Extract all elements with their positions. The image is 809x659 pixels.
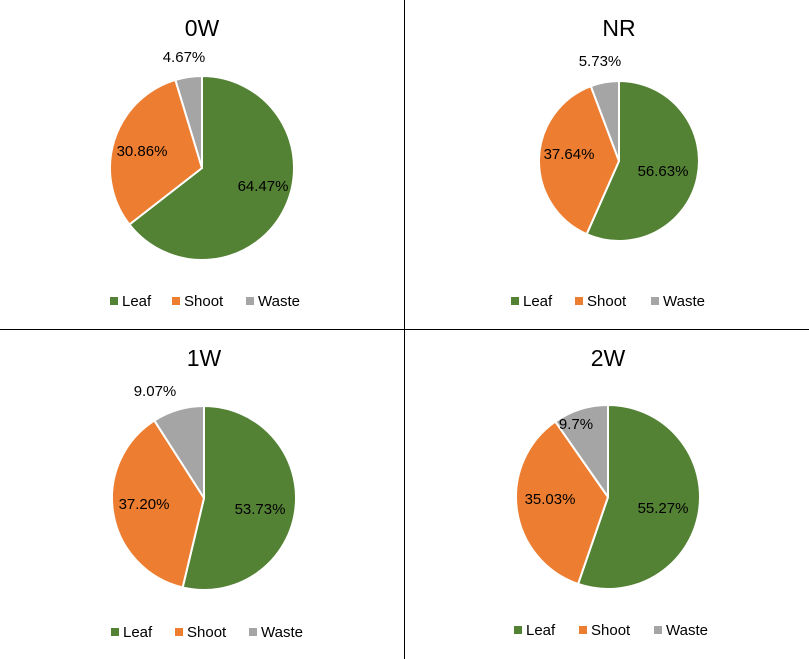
data-label-leaf: 56.63%	[638, 163, 689, 180]
legend-swatch-shoot	[172, 297, 180, 305]
pie-slice-waste	[174, 75, 203, 169]
legend-label-waste: Waste	[663, 293, 705, 310]
pie-slice-leaf	[181, 405, 298, 591]
pie-slice-shoot	[109, 78, 203, 226]
legend-label-waste: Waste	[261, 624, 303, 641]
data-label-waste: 5.73%	[579, 53, 622, 70]
chart-panel-nr: NR 56.63% 37.64% 5.73% Leaf Shoot Waste	[405, 0, 809, 329]
pie-slice-shoot	[515, 420, 609, 585]
legend-swatch-shoot	[175, 628, 183, 636]
chart-title: 2W	[591, 345, 626, 371]
legend-swatch-waste	[654, 626, 662, 634]
pie-slice-shoot	[538, 85, 620, 236]
data-label-leaf: 64.47%	[238, 178, 289, 195]
legend-label-shoot: Shoot	[184, 293, 224, 310]
chart-title: 1W	[187, 345, 222, 371]
legend-swatch-leaf	[110, 297, 118, 305]
chart-title: NR	[602, 15, 635, 41]
legend-swatch-waste	[651, 297, 659, 305]
horizontal-divider	[0, 329, 809, 330]
legend-swatch-shoot	[579, 626, 587, 634]
legend-swatch-leaf	[511, 297, 519, 305]
data-label-waste: 9.07%	[134, 383, 177, 400]
data-label-shoot: 30.86%	[117, 143, 168, 160]
data-label-shoot: 37.20%	[119, 496, 170, 513]
legend-label-leaf: Leaf	[122, 293, 152, 310]
legend-swatch-waste	[246, 297, 254, 305]
chart-panel-2w: 2W 55.27% 35.03% 9.7% Leaf Shoot Waste	[405, 330, 809, 659]
legend-label-leaf: Leaf	[526, 622, 556, 639]
chart-title: 0W	[185, 15, 220, 41]
chart-panel-1w: 1W 53.73% 37.20% 9.07% Leaf Shoot Waste	[0, 330, 404, 659]
data-label-shoot: 35.03%	[525, 491, 576, 508]
legend-label-leaf: Leaf	[523, 293, 553, 310]
legend-swatch-leaf	[514, 626, 522, 634]
legend-label-shoot: Shoot	[587, 293, 627, 310]
pie-slice-waste	[554, 404, 609, 498]
legend-label-leaf: Leaf	[123, 624, 153, 641]
data-label-leaf: 55.27%	[638, 500, 689, 517]
legend-label-shoot: Shoot	[187, 624, 227, 641]
pie-chart-svg: 0W 64.47% 30.86% 4.67% Leaf Shoot Waste	[109, 15, 300, 310]
legend-swatch-shoot	[575, 297, 583, 305]
pie-slice-leaf	[585, 80, 700, 242]
pie-slice-waste	[153, 405, 205, 499]
chart-panel-0w: 0W 64.47% 30.86% 4.67% Leaf Shoot Waste	[0, 0, 404, 329]
legend-label-shoot: Shoot	[591, 622, 631, 639]
pie-chart-svg: 2W 55.27% 35.03% 9.7% Leaf Shoot Waste	[514, 345, 708, 639]
pie-slice-waste	[589, 80, 620, 162]
pie-chart-svg: NR 56.63% 37.64% 5.73% Leaf Shoot Waste	[511, 15, 705, 310]
pie-slice-leaf	[128, 75, 295, 261]
legend-label-waste: Waste	[666, 622, 708, 639]
data-label-leaf: 53.73%	[235, 501, 286, 518]
legend-swatch-leaf	[111, 628, 119, 636]
data-label-shoot: 37.64%	[544, 146, 595, 163]
data-label-waste: 9.7%	[559, 416, 593, 433]
pie-chart-svg: 1W 53.73% 37.20% 9.07% Leaf Shoot Waste	[111, 345, 303, 641]
data-label-waste: 4.67%	[163, 49, 206, 66]
legend-swatch-waste	[249, 628, 257, 636]
legend-label-waste: Waste	[258, 293, 300, 310]
